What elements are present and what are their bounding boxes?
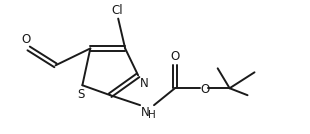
Text: O: O [21,34,30,46]
Text: O: O [170,50,179,63]
Text: S: S [78,88,85,101]
Text: N: N [140,77,149,90]
Text: N: N [141,106,150,119]
Text: H: H [148,110,156,120]
Text: O: O [201,83,210,96]
Text: Cl: Cl [111,4,123,17]
